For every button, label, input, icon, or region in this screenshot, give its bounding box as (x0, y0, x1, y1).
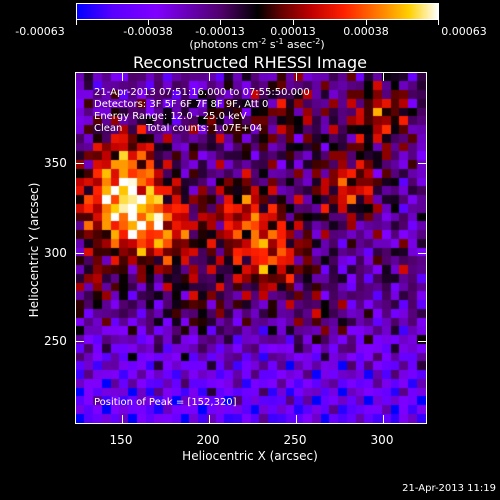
y-tick-label: 350 (44, 156, 67, 170)
info-total-counts: Total counts: 1.07E+04 (146, 123, 263, 134)
rhessi-image (76, 73, 426, 423)
plot-timestamp: 21-Apr-2013 11:19 (402, 483, 496, 494)
units-part: ) (320, 38, 325, 51)
colorbar-tick (148, 19, 149, 25)
x-tick-label: 300 (370, 433, 394, 447)
colorbar-tick-label: -0.00013 (195, 25, 245, 38)
colorbar-tick-label: 0.00063 (441, 25, 487, 38)
x-tick (209, 415, 210, 423)
colorbar-tick-label: -0.00063 (15, 25, 65, 38)
x-tick-label: 150 (109, 433, 133, 447)
x-tick (122, 415, 123, 423)
colorbar-tick (76, 19, 77, 25)
info-detectors: Detectors: 3F 5F 6F 7F 8F 9F, Att 0 (94, 99, 269, 110)
colorbar-tick (293, 19, 294, 25)
colorbar-tick-label: 0.00038 (343, 25, 389, 38)
x-tick (122, 73, 123, 81)
x-tick-label: 250 (283, 433, 307, 447)
y-tick (418, 341, 426, 342)
y-axis-title: Heliocentric Y (arcsec) (27, 182, 41, 318)
units-part: asec (283, 38, 313, 51)
x-tick (296, 415, 297, 423)
x-tick (383, 73, 384, 81)
x-tick (383, 415, 384, 423)
colorbar-tick (220, 19, 221, 25)
colorbar (76, 3, 439, 20)
x-axis-title: Heliocentric X (arcsec) (182, 449, 318, 463)
colorbar-tick (438, 19, 439, 25)
units-exponent: -2 (312, 37, 321, 46)
info-energy-range: Energy Range: 12.0 - 25.0 keV (94, 111, 247, 122)
info-time-range: 21-Apr-2013 07:51:16.000 to 07:55:50.000 (94, 87, 310, 98)
y-tick (418, 163, 426, 164)
colorbar-tick-label: -0.00038 (123, 25, 173, 38)
x-tick-label: 200 (196, 433, 220, 447)
y-tick-label: 250 (44, 334, 67, 348)
y-tick (76, 253, 84, 254)
colorbar-tick (366, 19, 367, 25)
units-exponent: -2 (258, 37, 267, 46)
units-exponent: -1 (275, 37, 284, 46)
info-peak-position: Position of Peak = [152,320] (94, 397, 237, 408)
y-tick (76, 341, 84, 342)
colorbar-units: (photons cm-2 s-1 asec-2) (189, 37, 325, 51)
plot-title: Reconstructed RHESSI Image (133, 53, 367, 72)
x-tick (209, 73, 210, 81)
units-part: s (266, 38, 276, 51)
colorbar-tick-label: 0.00013 (270, 25, 316, 38)
x-tick (296, 73, 297, 81)
units-part: (photons cm (189, 38, 259, 51)
y-tick-label: 300 (44, 246, 67, 260)
y-tick (76, 163, 84, 164)
info-clean: Clean (94, 123, 123, 134)
y-tick (418, 253, 426, 254)
plot-frame (75, 72, 427, 424)
